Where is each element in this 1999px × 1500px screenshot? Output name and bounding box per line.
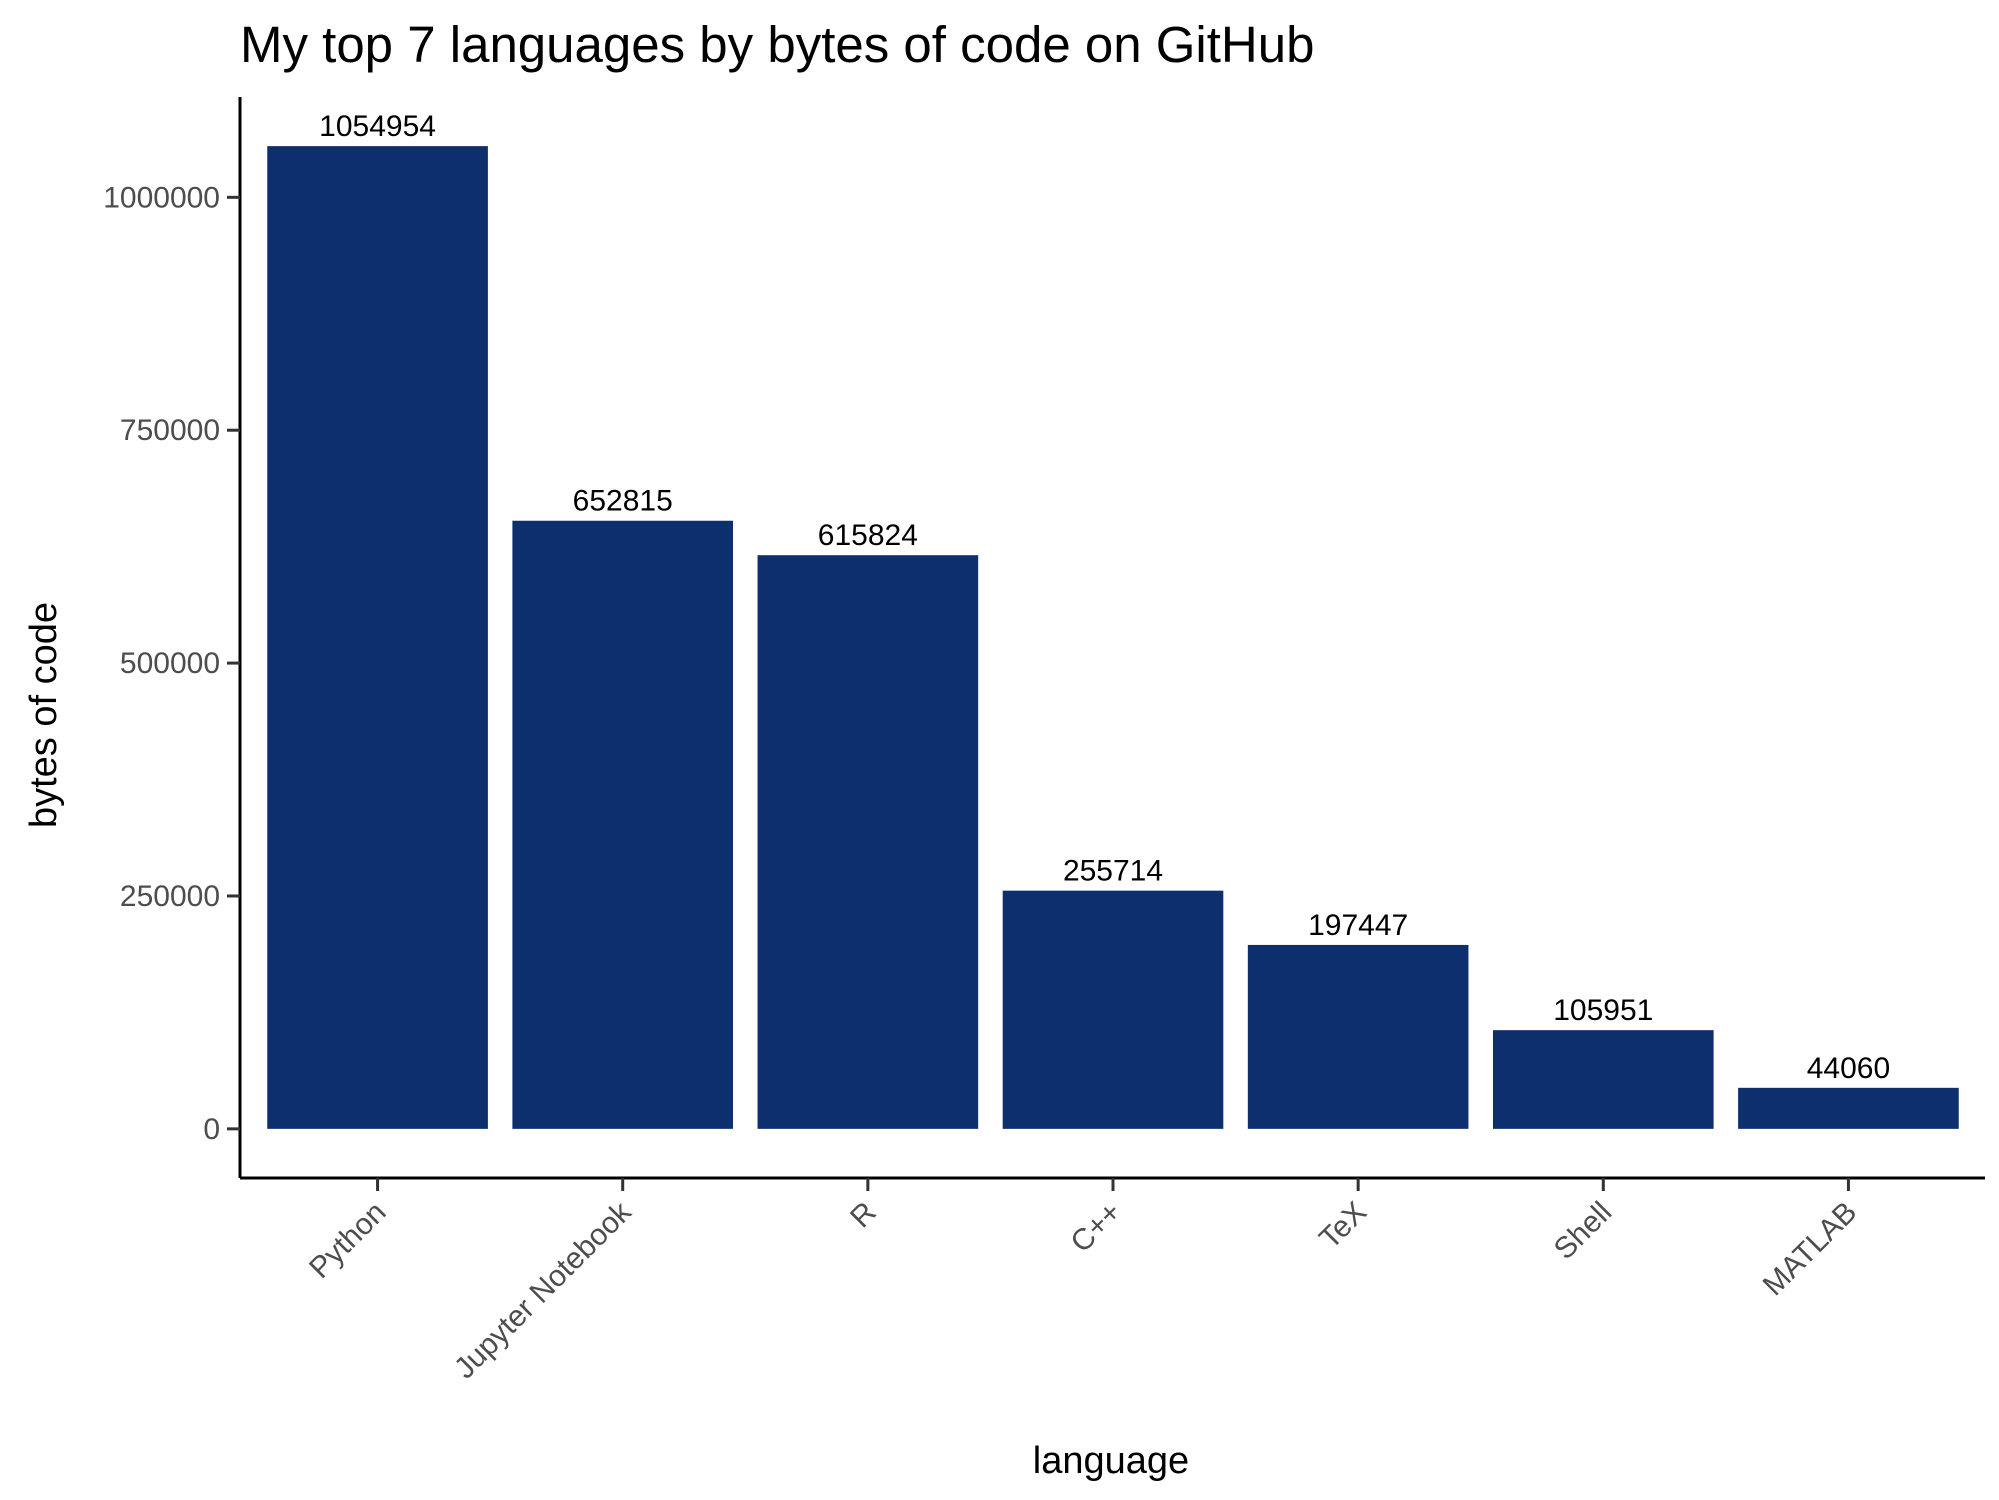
bar-jupyter-notebook xyxy=(512,520,734,1129)
bar-value-label: 255714 xyxy=(1063,855,1163,888)
chart-title: My top 7 languages by bytes of code on G… xyxy=(240,16,1315,73)
y-tick-label: 250000 xyxy=(120,880,220,913)
bar-value-label: 1054954 xyxy=(319,110,436,143)
y-tick-label: 750000 xyxy=(120,414,220,447)
y-tick-label: 500000 xyxy=(120,647,220,680)
bar-value-label: 652815 xyxy=(573,485,673,518)
y-axis-ticks: 0 250000 500000 750000 1000000 xyxy=(103,181,240,1146)
y-axis-title: bytes of code xyxy=(23,602,65,828)
bar-tex xyxy=(1247,944,1469,1129)
bar-r xyxy=(757,555,979,1129)
bars-group xyxy=(267,146,1959,1129)
bar-python xyxy=(267,146,488,1129)
y-tick-label: 0 xyxy=(203,1113,220,1146)
x-axis-title: language xyxy=(1033,1440,1189,1482)
bar-shell xyxy=(1492,1030,1714,1129)
bar-value-label: 105951 xyxy=(1553,994,1653,1027)
bar-value-label: 197447 xyxy=(1308,909,1408,942)
bar-value-label: 44060 xyxy=(1807,1052,1890,1085)
bar-c xyxy=(1002,890,1224,1129)
y-tick-label: 1000000 xyxy=(103,181,220,214)
data-labels-group: 1054954 652815 615824 255714 197447 105951 440… xyxy=(319,110,1890,1085)
bar-matlab xyxy=(1738,1087,1959,1129)
bar-value-label: 615824 xyxy=(818,519,918,552)
